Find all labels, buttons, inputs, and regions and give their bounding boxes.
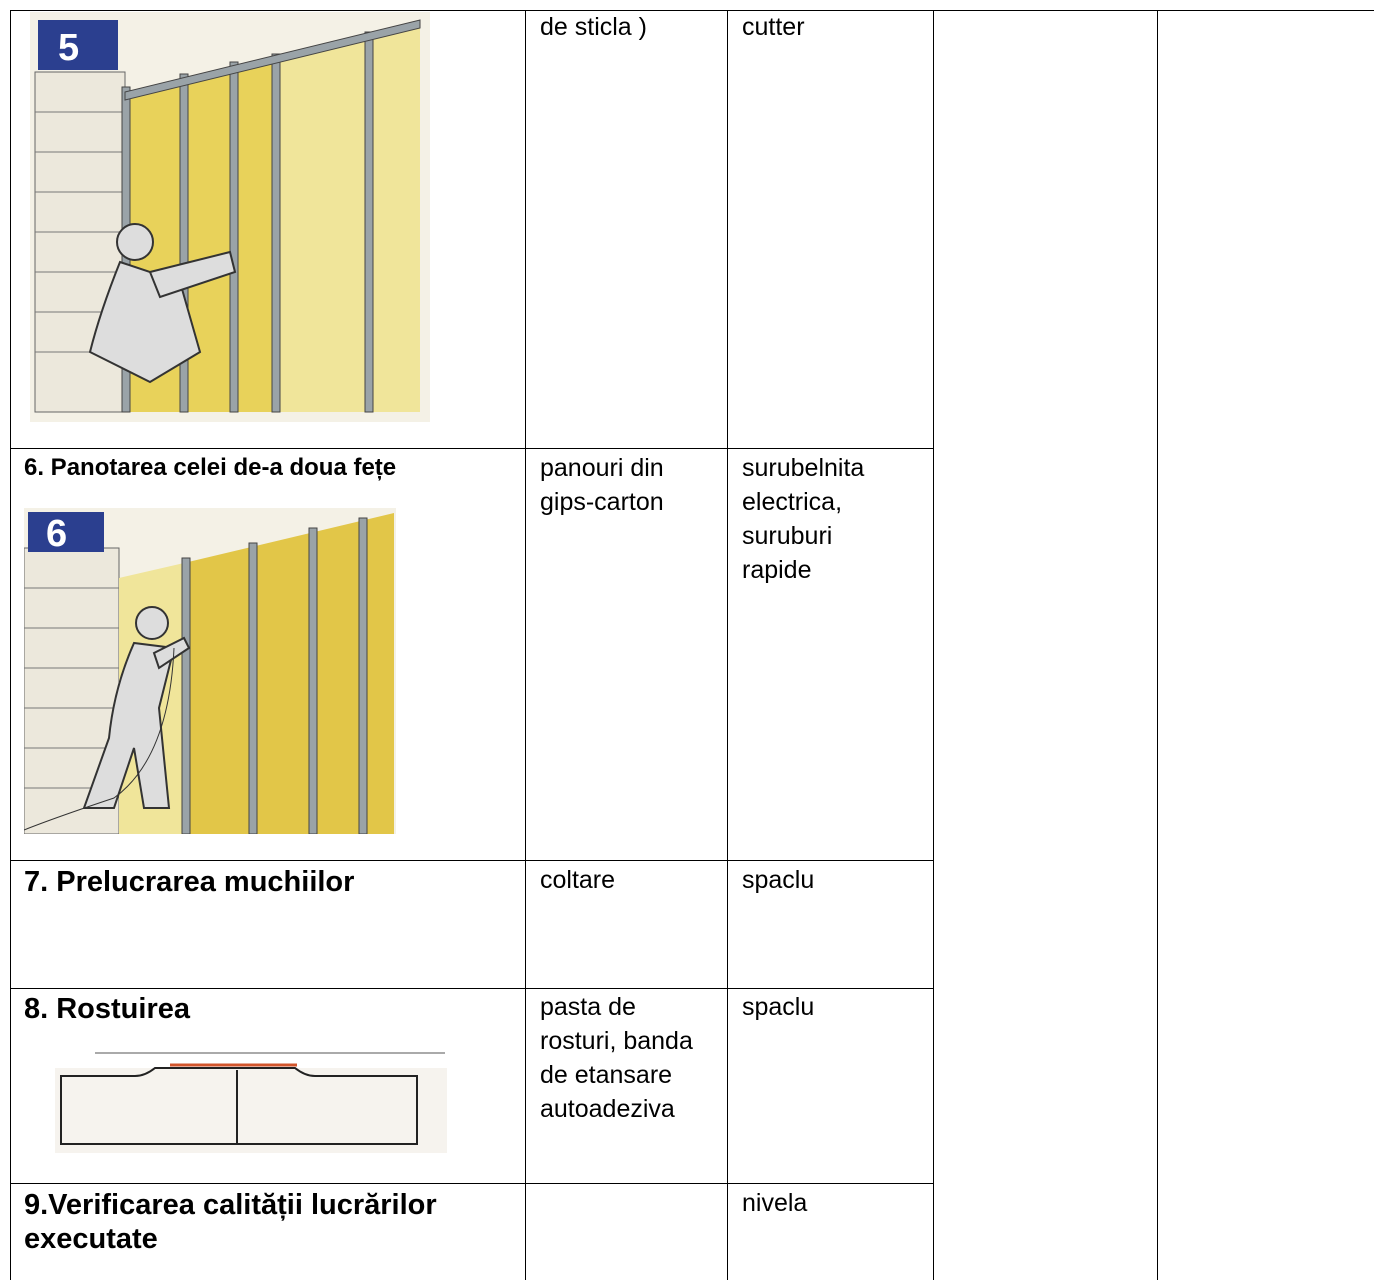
tools-cell: cutter — [742, 13, 805, 41]
step-title: 8. Rostuirea — [24, 993, 190, 1025]
table-border — [1157, 10, 1158, 1280]
materials-cell: pasta de rosturi, banda de etansare auto… — [540, 993, 693, 1123]
table-border — [933, 10, 934, 1280]
step-badge: 6 — [46, 513, 67, 555]
tools-cell: spaclu — [742, 866, 815, 894]
tools-cell: spaclu — [742, 993, 815, 1021]
joint-diagram — [55, 1052, 447, 1153]
step-title: 9.Verificarea calității lucrărilor execu… — [24, 1189, 437, 1255]
tools-cell: nivela — [742, 1189, 808, 1217]
table-border — [10, 988, 934, 989]
illustration: 6 — [24, 508, 396, 834]
materials-cell: coltare — [540, 866, 616, 894]
table-border — [10, 10, 11, 1280]
table-border — [525, 10, 526, 1280]
step-badge: 5 — [58, 27, 79, 69]
illustration: 5 — [30, 12, 430, 422]
table-border — [10, 448, 934, 449]
table-border — [10, 10, 1374, 11]
step-title: 7. Prelucrarea muchiilor — [24, 866, 355, 898]
table-border — [727, 10, 728, 1280]
tools-cell: surubelnita electrica, suruburi rapide — [742, 454, 865, 584]
materials-cell: panouri din gips-carton — [540, 454, 664, 516]
table-border — [10, 1183, 934, 1184]
table-border — [10, 860, 934, 861]
step-title: 6. Panotarea celei de-a doua fețe — [24, 454, 397, 481]
materials-cell: de sticla ) — [540, 13, 647, 41]
